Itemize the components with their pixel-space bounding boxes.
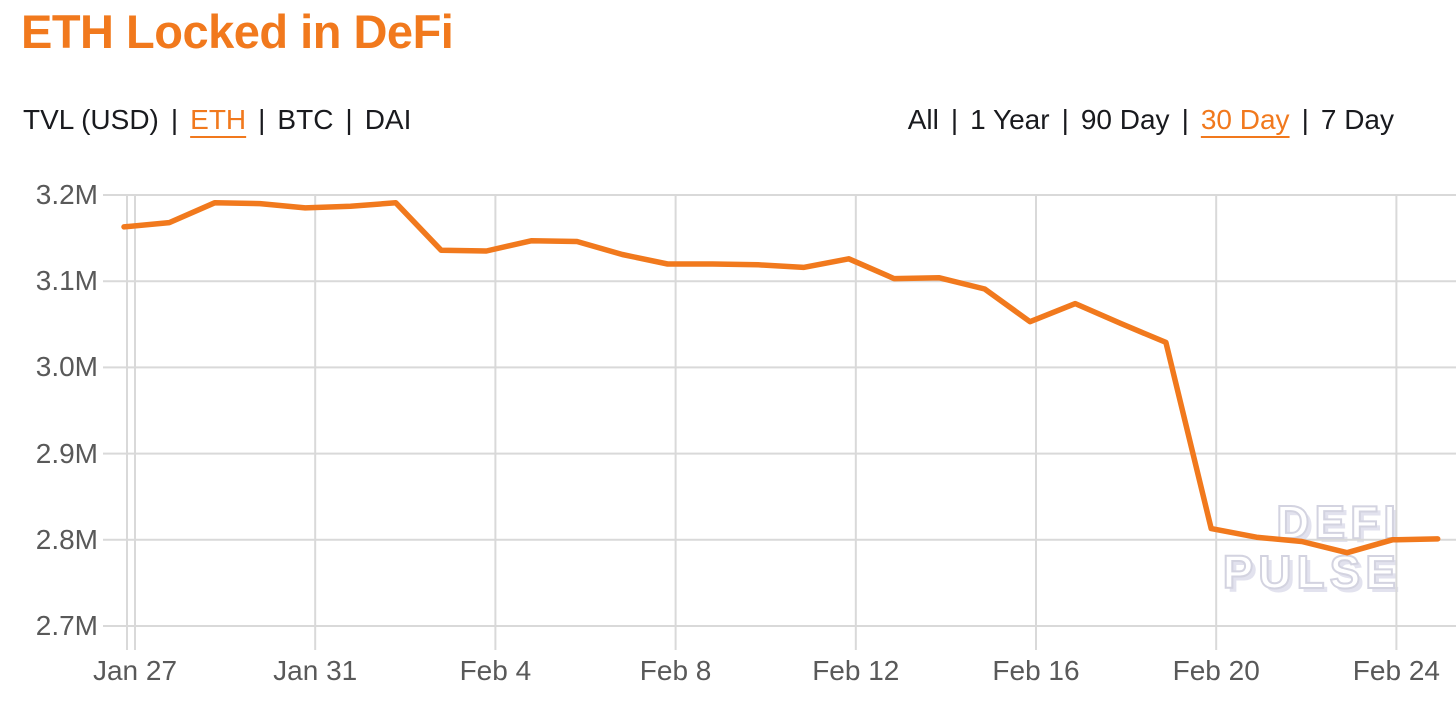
y-axis-label: 3.2M [35, 179, 98, 210]
separator: | [258, 104, 266, 135]
defipulse-watermark: DEFI PULSE [1222, 496, 1401, 598]
separator: | [170, 104, 179, 135]
x-axis-label: Feb 8 [639, 655, 712, 686]
y-axis-label: 2.9M [35, 437, 98, 469]
y-axis-label: 2.8M [35, 523, 98, 555]
asset-link-dai[interactable]: DAI [364, 104, 412, 135]
y-axis-label: 3.0M [35, 351, 98, 383]
x-axis-label: Feb 16 [992, 655, 1080, 686]
separator: | [1301, 104, 1309, 135]
range-link-all[interactable]: All [907, 104, 939, 135]
x-axis-label: Jan 27 [92, 655, 178, 686]
separator: | [345, 104, 353, 135]
time-range-selector: All | 1 Year | 90 Day | 30 Day | 7 Day [908, 104, 1394, 136]
x-axis-label: Feb 20 [1172, 655, 1260, 686]
tvl-line-chart[interactable]: DEFI PULSE 3.2M 3.1M 3.0M 2.9M 2.8M 2.7M Jan … [0, 170, 1456, 721]
separator: | [1181, 104, 1189, 135]
x-axis-label: Feb 4 [459, 655, 532, 686]
metric-label: TVL (USD) [23, 104, 159, 135]
separator: | [1061, 104, 1069, 135]
metric-asset-selector: TVL (USD) | ETH | BTC | DAI [23, 104, 411, 136]
watermark-line2: PULSE [1222, 546, 1401, 598]
range-link-7-day[interactable]: 7 Day [1320, 104, 1394, 135]
y-axis-label: 2.7M [35, 610, 98, 641]
x-axis-label: Feb 12 [812, 655, 900, 686]
y-axis-label: 3.1M [35, 265, 98, 297]
asset-link-btc[interactable]: BTC [277, 104, 334, 135]
x-axis-label: Jan 31 [273, 655, 358, 686]
page-title: ETH Locked in DeFi [21, 5, 454, 58]
asset-link-eth[interactable]: ETH [190, 104, 247, 135]
range-link-30-day[interactable]: 30 Day [1200, 104, 1290, 135]
range-link-90-day[interactable]: 90 Day [1080, 104, 1170, 135]
y-axis-labels: 3.2M 3.1M 3.0M 2.9M 2.8M 2.7M [0, 170, 98, 721]
x-axis-labels: Jan 27 Jan 31 Feb 4 Feb 8 Feb 12 Feb 16 Feb 20… [0, 170, 1456, 721]
line-chart-svg [103, 194, 1456, 650]
chart-controls: TVL (USD) | ETH | BTC | DAI All | 1 Year | 90 Day |… [23, 104, 1394, 136]
range-link-1-year[interactable]: 1 Year [970, 104, 1050, 135]
separator: | [950, 104, 959, 135]
x-axis-label: Feb 24 [1352, 655, 1440, 686]
eth-locked-series-line [121, 200, 1441, 556]
